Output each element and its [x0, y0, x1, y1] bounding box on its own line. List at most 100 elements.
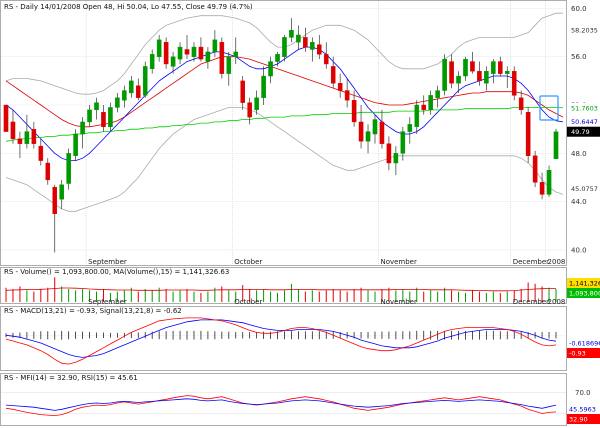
candle-body — [539, 182, 545, 195]
candle-body — [330, 66, 336, 84]
candle-body — [317, 44, 322, 55]
candle-body — [553, 131, 559, 159]
candle-body — [59, 184, 64, 200]
candle-body — [10, 121, 16, 140]
candle-body — [442, 58, 447, 91]
price-label-bg — [567, 25, 600, 36]
grid-lines — [1, 1, 566, 265]
price-tick-label: 40.0 — [571, 246, 587, 254]
price-tick-label: 48.0 — [571, 150, 587, 158]
candle-body — [45, 162, 51, 181]
mfi-line — [5, 395, 557, 417]
price-tick-label: 60.0 — [571, 5, 587, 13]
candle-body — [296, 34, 301, 43]
price-candles — [3, 18, 559, 253]
candle-body — [275, 54, 280, 62]
price-label: 58.2035 — [571, 27, 598, 35]
candle-body — [400, 131, 406, 154]
month-label-volume: 2008 — [548, 298, 566, 306]
price-tick-label: 56.0 — [571, 53, 587, 61]
ma-line-ma-red — [5, 56, 564, 128]
macd-panel — [0, 306, 567, 371]
candle-body — [414, 104, 420, 127]
candle-body — [205, 51, 211, 62]
candle-body — [129, 80, 134, 94]
candle-body — [149, 54, 155, 70]
candle-body — [254, 97, 259, 111]
month-label-volume: September — [88, 298, 127, 306]
candle-body — [303, 37, 308, 48]
candle-body — [484, 71, 489, 84]
volume-header: RS - Volume() = 1,093,800.00, MA(Volume(… — [4, 268, 229, 276]
month-label-volume: December — [513, 298, 549, 306]
candle-body — [428, 95, 433, 111]
candle-body — [3, 104, 9, 132]
candle-body — [115, 97, 120, 108]
mfi-panel — [0, 373, 567, 426]
candle-body — [156, 39, 162, 57]
month-label: September — [88, 258, 127, 266]
month-label: November — [380, 258, 417, 266]
rsi-line — [5, 398, 557, 411]
mfi-lines — [1, 392, 566, 417]
macd-line — [5, 317, 557, 365]
price-label: 50.6447 — [571, 118, 598, 126]
candle-body — [449, 61, 454, 84]
candle-body — [477, 71, 482, 82]
candle-body — [344, 90, 350, 101]
candle-body — [191, 46, 197, 57]
candle-body — [435, 90, 440, 98]
price-label-bg — [567, 126, 600, 137]
candle-body — [198, 46, 204, 60]
volume-label-bg — [567, 288, 600, 298]
candle-body — [365, 131, 371, 142]
macd-label-bg — [567, 338, 600, 348]
candle-body — [247, 102, 252, 118]
candle-body — [310, 42, 315, 50]
candle-body — [358, 121, 364, 142]
candle-body — [379, 121, 385, 144]
price-label-bg — [567, 183, 600, 194]
macd-label: -0.93 — [569, 350, 586, 358]
month-label: October — [234, 258, 262, 266]
candle-body — [511, 71, 517, 96]
candle-body — [212, 39, 218, 53]
candle-body — [525, 112, 531, 156]
mfi-label: 45.5963 — [569, 406, 596, 414]
mfi-label-bg — [567, 404, 600, 414]
ma-line-ma-green — [5, 107, 563, 142]
volume-ma-line — [5, 287, 556, 292]
candle-body — [52, 186, 58, 214]
month-label-volume: October — [234, 298, 262, 306]
candle-body — [393, 153, 399, 164]
price-label: 51.7603 — [571, 104, 598, 112]
candle-body — [463, 58, 468, 77]
candle-body — [532, 155, 538, 183]
month-label-volume: November — [380, 298, 417, 306]
candle-body — [372, 119, 378, 135]
month-label: 2008 — [548, 258, 566, 266]
candle-body — [518, 97, 524, 111]
mfi-label: 32.90 — [569, 416, 588, 424]
price-header: RS - Daily 14/01/2008 Open 48, Hi 50.04,… — [4, 3, 253, 11]
macd-label-bg — [567, 348, 600, 358]
candle-body — [170, 56, 176, 67]
mfi-label-bg — [567, 414, 600, 424]
volume-label-bg — [567, 278, 600, 288]
candle-body — [289, 29, 294, 38]
price-label: 45.0757 — [571, 185, 598, 193]
candle-body — [546, 170, 552, 195]
axis-labels: 60.056.052.048.044.040.0SeptemberSeptemb… — [88, 5, 600, 424]
candle-body — [337, 83, 343, 91]
volume-label: 1,093,800 — [569, 290, 600, 298]
macd-label: -0.618696 — [569, 340, 600, 348]
candle-body — [407, 124, 413, 132]
candle-body — [101, 112, 106, 127]
candle-body — [184, 49, 190, 55]
candle-body — [282, 37, 287, 57]
month-label: December — [513, 258, 549, 266]
candle-body — [177, 46, 183, 60]
mfi-tick-label: 70.0 — [575, 389, 591, 397]
candle-body — [94, 102, 99, 111]
candle-body — [233, 51, 239, 57]
